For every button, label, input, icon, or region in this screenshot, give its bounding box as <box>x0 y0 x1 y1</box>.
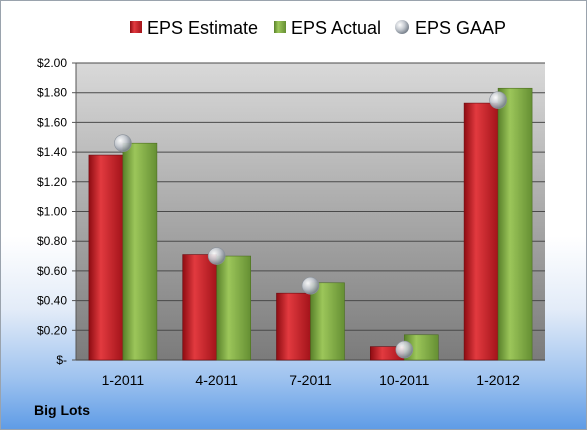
y-axis-ticks: $- $0.20 $0.40 $0.60 $0.80 $1.00 $1.20 $1.40 $1.… <box>37 56 67 367</box>
legend-swatch-actual <box>274 21 286 33</box>
actual-bar <box>497 87 533 361</box>
estimate-bar <box>276 292 311 361</box>
estimate-bar <box>182 254 217 361</box>
y-tick-label: $0.80 <box>37 234 67 248</box>
y-tick-label: $1.20 <box>37 175 67 189</box>
y-tick-label: $1.80 <box>37 86 67 100</box>
x-axis-ticks: 1-2011 4-2011 7-2011 10-2011 1-2012 <box>102 372 520 388</box>
actual-bar <box>122 142 158 361</box>
legend-swatch-gaap <box>395 20 409 34</box>
gaap-point <box>114 134 132 152</box>
y-tick-label: $1.00 <box>37 205 67 219</box>
actual-bar <box>310 282 345 361</box>
y-tick-label: $2.00 <box>37 56 67 70</box>
y-tick-label: $0.20 <box>37 323 67 337</box>
x-tick-label: 10-2011 <box>379 372 430 388</box>
legend-label-actual: EPS Actual <box>291 18 381 38</box>
x-tick-label: 1-2012 <box>476 372 520 388</box>
y-tick-label: $- <box>56 353 67 367</box>
y-tick-label: $0.40 <box>37 294 67 308</box>
legend-label-estimate: EPS Estimate <box>147 18 258 38</box>
gaap-point <box>207 247 226 265</box>
bars <box>88 87 533 361</box>
estimate-bar <box>88 154 124 361</box>
actual-bar <box>216 255 251 361</box>
y-tick-label: $1.60 <box>37 115 67 129</box>
gaap-point <box>301 276 320 295</box>
x-tick-label: 4-2011 <box>195 372 238 388</box>
legend-swatch-estimate <box>130 21 142 33</box>
x-tick-label: 7-2011 <box>289 372 332 388</box>
gaap-point <box>395 340 414 359</box>
company-name: Big Lots <box>34 402 90 418</box>
y-tick-label: $1.40 <box>37 145 67 159</box>
x-tick-label: 1-2011 <box>102 372 145 388</box>
y-tick-label: $0.60 <box>37 264 67 278</box>
legend: EPS Estimate EPS Actual EPS GAAP <box>130 18 506 38</box>
gaap-point <box>489 91 507 109</box>
legend-label-gaap: EPS GAAP <box>415 18 506 38</box>
gaap-markers <box>114 91 507 359</box>
estimate-bar <box>463 102 499 361</box>
